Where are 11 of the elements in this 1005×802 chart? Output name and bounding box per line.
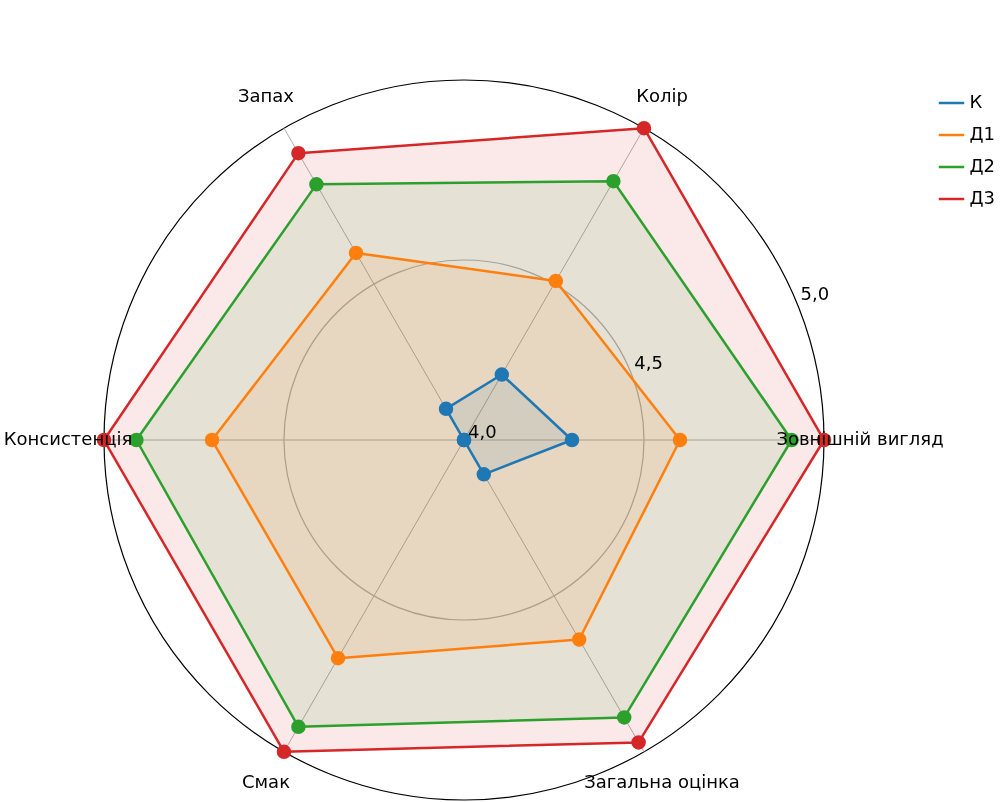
legend-label: К: [969, 90, 983, 112]
legend-label: Д1: [969, 122, 995, 144]
y-tick-label: 4,5: [634, 351, 663, 373]
spoke-label: Загальна оцінка: [584, 770, 740, 792]
spoke-label: Запах: [237, 84, 295, 106]
y-tick-label: 4,0: [468, 420, 497, 442]
spoke-label: Колір: [636, 84, 688, 106]
legend-label: Д3: [969, 186, 995, 208]
y-tick-label: 5,0: [800, 282, 830, 304]
spoke-label: Смак: [241, 770, 291, 792]
legend-label: Д2: [969, 154, 995, 176]
